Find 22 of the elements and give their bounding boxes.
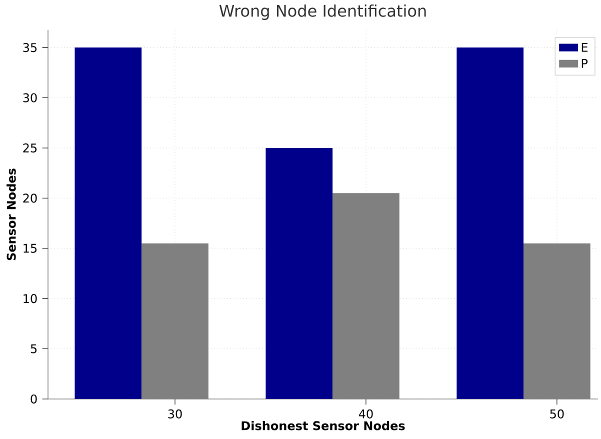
legend-label: E [582,42,588,52]
y-tick-label: 0 [30,394,37,404]
bar [332,193,400,399]
x-axis-title: Dishonest Sensor Nodes [242,420,405,430]
bar [266,148,333,399]
y-tick-label: 20 [23,194,37,203]
chart-title: Wrong Node Identification [219,4,426,20]
x-tick-label: 30 [168,409,182,418]
y-tick-label: 35 [23,43,37,52]
y-tick-label: 15 [24,244,37,253]
y-tick-label: 5 [30,344,37,354]
y-tick-label: 10 [24,294,37,304]
x-tick-label: 40 [358,409,373,418]
y-tick-label: 25 [23,143,37,153]
bar [142,243,208,399]
bar [456,48,524,399]
x-tick-label: 50 [550,409,564,418]
bar [74,48,142,399]
y-axis-title: Sensor Nodes [6,168,16,260]
y-tick-label: 30 [23,93,37,102]
bar [524,243,590,399]
legend-label: P [582,59,588,68]
